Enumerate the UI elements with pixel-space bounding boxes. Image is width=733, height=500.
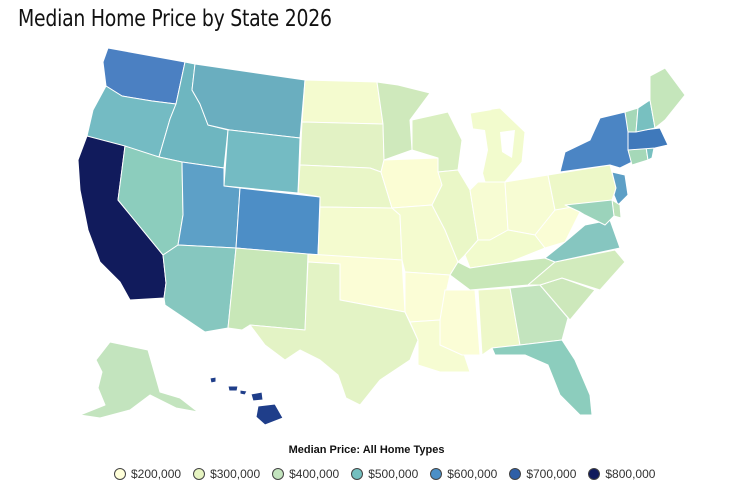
state-IA[interactable]: [380, 157, 443, 209]
legend: $200,000 $300,000 $400,000 $500,000 $600,000…: [114, 467, 667, 481]
state-AK[interactable]: [79, 341, 199, 419]
state-KS[interactable]: [317, 206, 403, 261]
legend-swatch: [588, 468, 601, 480]
legend-label: $200,000: [131, 467, 182, 481]
legend-swatch: [509, 468, 522, 480]
legend-label: $500,000: [368, 467, 419, 481]
state-NM[interactable]: [227, 247, 309, 331]
state-MA[interactable]: [627, 127, 669, 151]
lake-huron: [500, 130, 515, 158]
legend-label: $700,000: [526, 467, 577, 481]
lake-erie: [520, 160, 562, 178]
legend-item: $700,000: [509, 467, 576, 481]
state-SD[interactable]: [299, 121, 385, 173]
state-ND[interactable]: [301, 79, 384, 125]
lake-michigan: [470, 128, 488, 178]
state-TX[interactable]: [249, 261, 419, 406]
legend-swatch: [193, 468, 206, 480]
state-MD[interactable]: [564, 199, 615, 226]
lake-superior: [430, 96, 492, 114]
state-AZ[interactable]: [162, 244, 237, 333]
legend-label: $800,000: [605, 467, 656, 481]
state-CO[interactable]: [235, 187, 321, 256]
legend-swatch: [351, 468, 364, 480]
legend-item: $300,000: [193, 467, 260, 481]
legend-swatch: [272, 468, 285, 480]
state-MN[interactable]: [376, 81, 431, 161]
map-title: Median Home Price by State 2026: [18, 6, 332, 32]
legend-title: Median Price: All Home Types: [288, 444, 445, 456]
legend-label: $300,000: [210, 467, 261, 481]
state-WY[interactable]: [223, 129, 301, 194]
state-FL[interactable]: [491, 339, 593, 416]
legend-item: $400,000: [272, 467, 339, 481]
legend-item: $500,000: [351, 467, 418, 481]
us-states-map: [77, 47, 686, 426]
state-IL[interactable]: [431, 169, 479, 263]
state-ME[interactable]: [649, 67, 686, 129]
legend-swatch: [114, 468, 126, 480]
state-MS[interactable]: [439, 289, 481, 356]
legend-swatch: [430, 468, 443, 480]
legend-item: $200,000: [114, 467, 181, 481]
legend-label: $600,000: [447, 467, 498, 481]
state-HI[interactable]: [209, 376, 284, 426]
legend-item: $800,000: [588, 467, 655, 481]
legend-item: $600,000: [430, 467, 497, 481]
legend-label: $400,000: [289, 467, 340, 481]
